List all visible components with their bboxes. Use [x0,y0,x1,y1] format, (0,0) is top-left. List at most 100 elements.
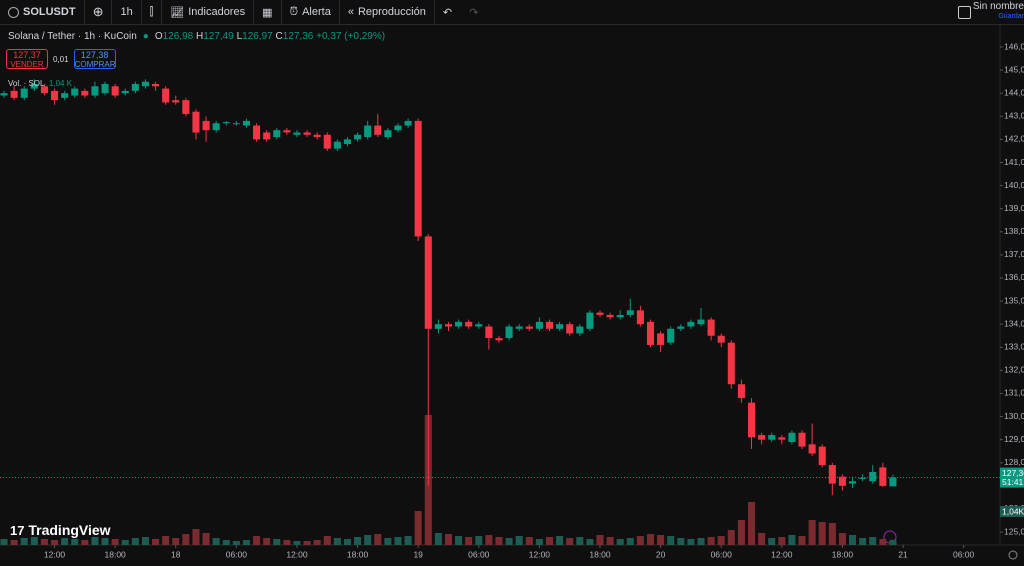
candle-body [798,432,806,447]
candle-body [51,90,59,101]
volume-bar [71,539,79,545]
volume-bar [303,541,311,545]
volume-bar [758,533,766,545]
candle-body [162,88,170,103]
candle-body [596,312,604,315]
volume-bar [687,539,695,545]
candle-body [202,120,210,131]
indicators[interactable]: 📈︎ Indicadores [162,0,255,24]
volume-bar [455,536,463,545]
close-key: C [275,31,283,42]
candles [0,79,897,496]
volume-bar [81,540,89,545]
volume-bar [111,539,119,545]
candle-body [10,90,18,98]
legend-title: Solana / Tether · 1h · KuCoin [8,31,137,42]
last-price-label: 127,36 [1002,468,1024,478]
time-tick-label: 19 [413,549,423,559]
volume-bar [788,535,796,545]
volume-bar [475,536,483,545]
buy-button[interactable]: 127,38 COMPRAR [73,49,116,69]
volume-bar [596,535,604,545]
logo[interactable]: 17 TradingView [10,522,111,538]
candle-body [263,132,271,140]
time-tick-label: 18:00 [832,549,854,559]
volume-bar [263,538,271,545]
time-tick-label: 20 [656,549,666,559]
settings-icon[interactable] [1008,550,1018,560]
volume-bar [869,537,877,545]
undo-redo[interactable]: ↶ ↷ [435,0,487,24]
volume-title: Vol. · SOL [8,79,45,88]
volume-bar [202,533,210,545]
volume-bar [222,540,230,545]
volume-bar [667,536,675,545]
volume-bar [556,536,564,545]
candle-body [253,125,261,140]
volume-bar [232,541,240,545]
compare[interactable]: ⊕ [85,0,113,24]
high-key: H [195,31,204,42]
low-value: 126,97 [242,31,273,42]
volume-bar [818,522,826,545]
price-tick-label: 139,00 [1004,203,1024,213]
candle-body [818,446,826,466]
last-volume-tag [1000,506,1024,517]
buy-price: 127,38 [80,50,109,60]
volume-bar [505,538,513,545]
candle-body [91,86,99,96]
templates[interactable]: ▦ [254,0,282,24]
interval[interactable]: 1h [112,0,142,24]
candle-body [636,310,644,325]
volume-bar [657,535,665,545]
price-tick-label: 143,00 [1004,111,1024,121]
volume-legend: Vol. · SOL 1,04 K [8,79,72,88]
time-tick-label: 06:00 [711,549,733,559]
indicators-icon: 📈︎ [170,6,185,19]
candle-body [808,444,816,454]
candle-body [354,134,362,140]
candle-body [859,477,867,479]
volume-bar [91,537,99,545]
volume-bar [141,537,149,545]
volume-bar [545,537,554,545]
countdown-label: 51:41 [1002,477,1024,487]
candle-body [616,314,624,318]
open-value: 126,98 [162,31,194,42]
sell-price: 127,37 [13,50,41,60]
alert-icon: ⏰︎ [289,5,299,18]
volume-bar [414,511,422,545]
series-legend: Solana / Tether · 1h · KuCoin ● O126,98 … [8,31,385,42]
volume-bar [121,540,129,545]
chart-type[interactable]: ⫿ [142,0,163,24]
candle-body [778,437,786,440]
candle-body [0,93,8,96]
last-price-tag [1000,467,1024,488]
candle-body [747,402,756,438]
replay[interactable]: «Reproducción [340,0,435,24]
indicators-label: Indicadores [188,6,246,18]
volume-bar [515,536,523,545]
layout-checkbox[interactable] [958,6,971,19]
volume-bar [535,539,543,545]
time-tick-label: 06:00 [226,549,248,559]
candle-body [505,326,513,339]
layout-name-label: Sin nombre [972,1,1024,12]
plus-icon: ⊕ [92,4,104,19]
alert[interactable]: ⏰︎ Alerta [282,0,340,24]
volume-bar [495,537,503,545]
candle-body [212,123,220,131]
volume-bar [768,538,776,545]
volume-bar [283,540,291,545]
candle-body [424,236,432,329]
volume-bar [212,538,220,545]
volume-bar [152,539,160,545]
layout-name[interactable]: Sin nombre Guardar [973,2,1024,22]
price-tick-label: 145,00 [1004,64,1024,74]
search-icon [8,6,19,18]
sell-button[interactable]: 127,37 VENDER [6,49,48,69]
volume-bar [434,533,442,545]
time-tick-label: 12:00 [529,549,551,559]
symbol-search[interactable]: SOLUSDT [0,0,85,24]
